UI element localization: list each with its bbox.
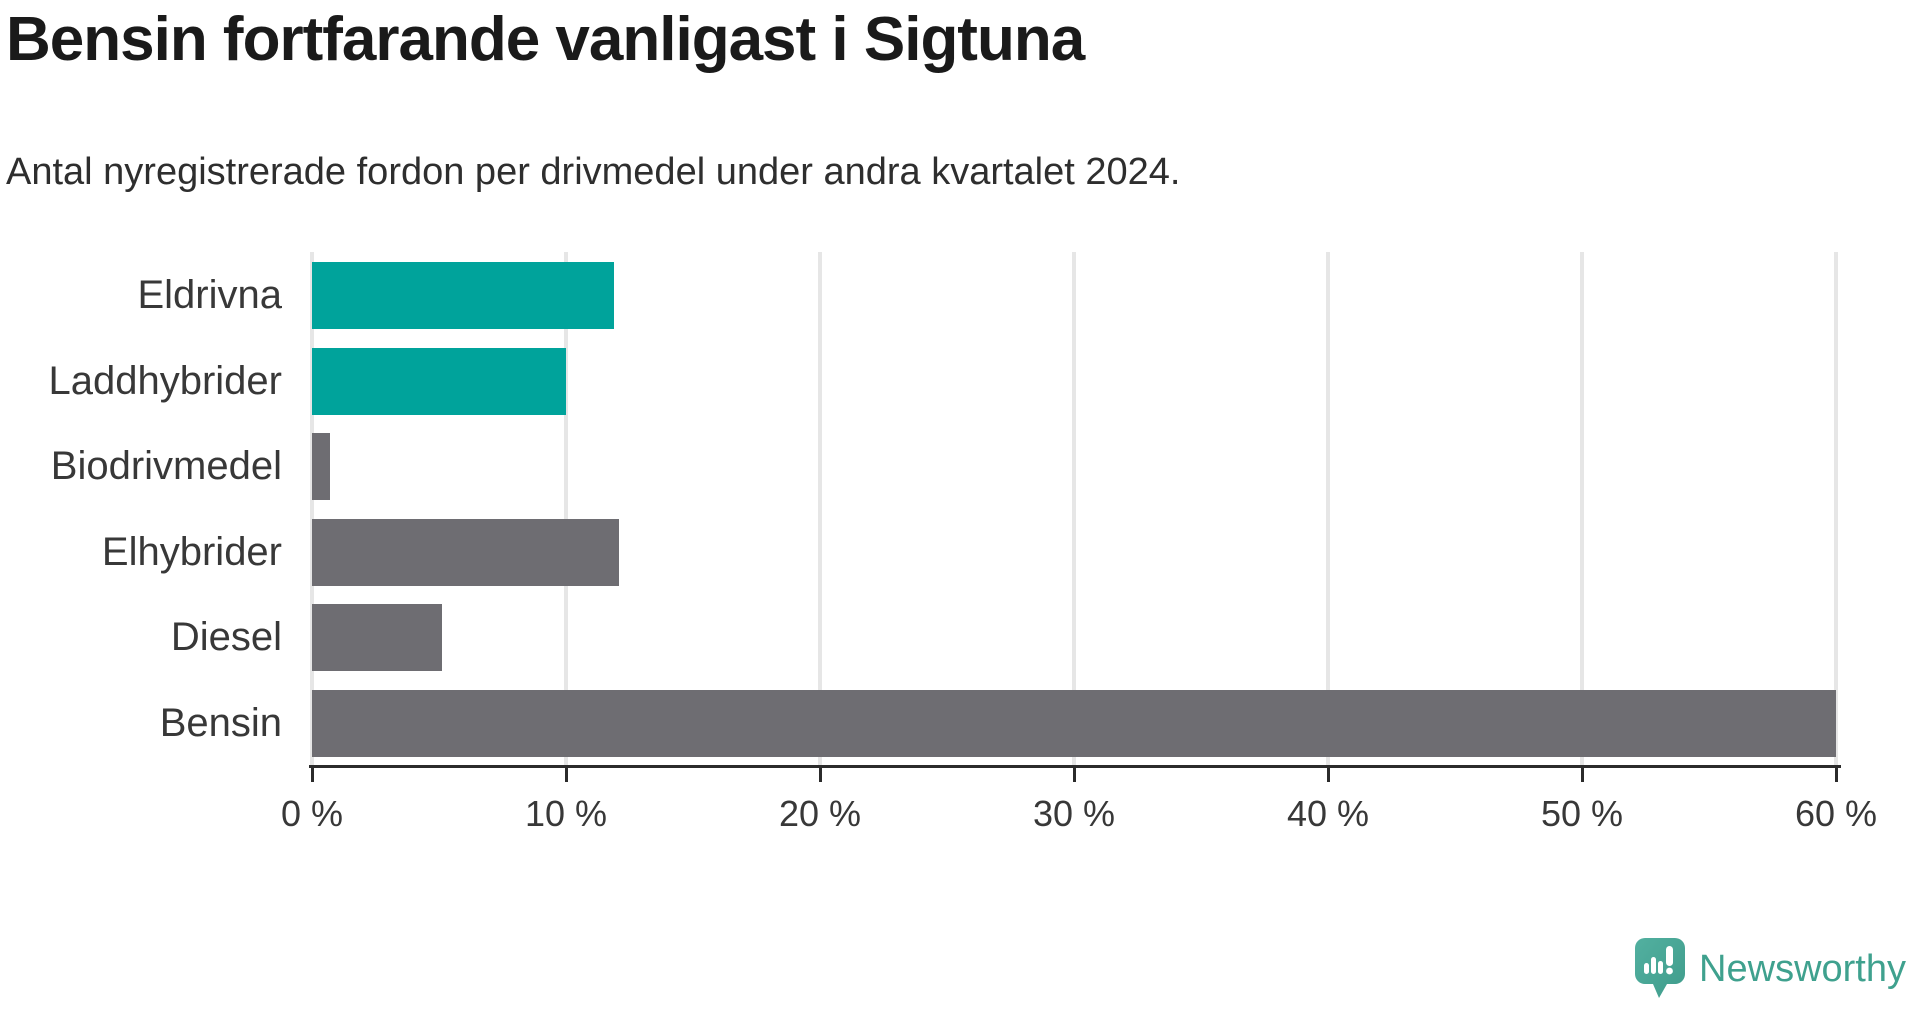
newsworthy-logo: Newsworthy bbox=[1635, 938, 1906, 1000]
x-axis-tick-label: 50 % bbox=[1540, 793, 1624, 834]
x-axis-tick-label: 40 % bbox=[1286, 793, 1370, 834]
gridline bbox=[564, 252, 568, 766]
newsworthy-bubble-barchart-icon bbox=[1635, 938, 1686, 1000]
x-axis-tick bbox=[1072, 768, 1076, 782]
x-axis-tick bbox=[818, 768, 822, 782]
x-axis-tick-label: 20 % bbox=[778, 793, 862, 834]
bar-laddhybrider bbox=[312, 347, 566, 415]
x-axis-tick-label: 10 % bbox=[524, 793, 608, 834]
category-label: Bensin bbox=[159, 700, 282, 745]
chart-title: Bensin fortfarande vanligast i Sigtuna bbox=[6, 5, 1085, 74]
category-label: Laddhybrider bbox=[48, 358, 283, 403]
gridline bbox=[310, 252, 314, 766]
x-axis-tick-label: 60 % bbox=[1794, 793, 1878, 834]
x-axis-tick bbox=[1580, 768, 1584, 782]
x-axis-tick-label: 30 % bbox=[1032, 793, 1116, 834]
x-axis-line bbox=[309, 765, 1841, 768]
category-label: Eldrivna bbox=[137, 273, 282, 317]
category-label: Diesel bbox=[170, 615, 282, 659]
bar-elhybrider bbox=[312, 518, 620, 586]
x-axis-tick bbox=[310, 768, 314, 782]
x-axis-tick-label: 0 % bbox=[280, 793, 344, 834]
gridline bbox=[1580, 252, 1584, 766]
gridline bbox=[1834, 252, 1838, 766]
bar-bensin bbox=[312, 689, 1836, 757]
bar-eldrivna bbox=[312, 262, 615, 329]
chart-subtitle: Antal nyregistrerade fordon per drivmede… bbox=[6, 151, 1181, 193]
gridline bbox=[1326, 252, 1330, 766]
gridline bbox=[1072, 252, 1076, 766]
x-axis-tick bbox=[1326, 768, 1330, 782]
category-label: Biodrivmedel bbox=[50, 444, 282, 488]
bar-diesel bbox=[312, 604, 442, 671]
category-label: Elhybrider bbox=[101, 529, 282, 574]
x-axis-tick bbox=[1834, 768, 1838, 782]
gridline bbox=[818, 252, 822, 766]
x-axis-tick bbox=[564, 768, 568, 782]
newsworthy-logo-text: Newsworthy bbox=[1699, 947, 1906, 990]
bar-biodrivmedel bbox=[312, 433, 330, 500]
